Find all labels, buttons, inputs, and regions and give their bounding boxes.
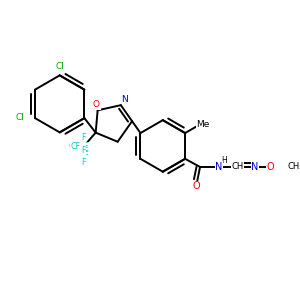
- Text: O: O: [193, 182, 201, 191]
- Text: F: F: [83, 147, 88, 156]
- Text: CF: CF: [69, 142, 80, 151]
- Text: F: F: [83, 151, 88, 160]
- Text: CH: CH: [231, 163, 244, 172]
- Text: CH₃: CH₃: [288, 163, 300, 172]
- Text: N: N: [215, 162, 223, 172]
- Text: N: N: [121, 95, 128, 104]
- Text: CF: CF: [70, 142, 80, 151]
- Text: F: F: [83, 142, 88, 151]
- Text: H: H: [221, 156, 227, 165]
- Text: N: N: [251, 162, 259, 172]
- Text: O: O: [93, 100, 100, 109]
- Text: Me: Me: [196, 120, 210, 129]
- Text: F
F
F: F F F: [82, 133, 86, 167]
- Text: Cl: Cl: [15, 113, 24, 122]
- Text: Cl: Cl: [55, 62, 64, 71]
- Text: O: O: [266, 162, 274, 172]
